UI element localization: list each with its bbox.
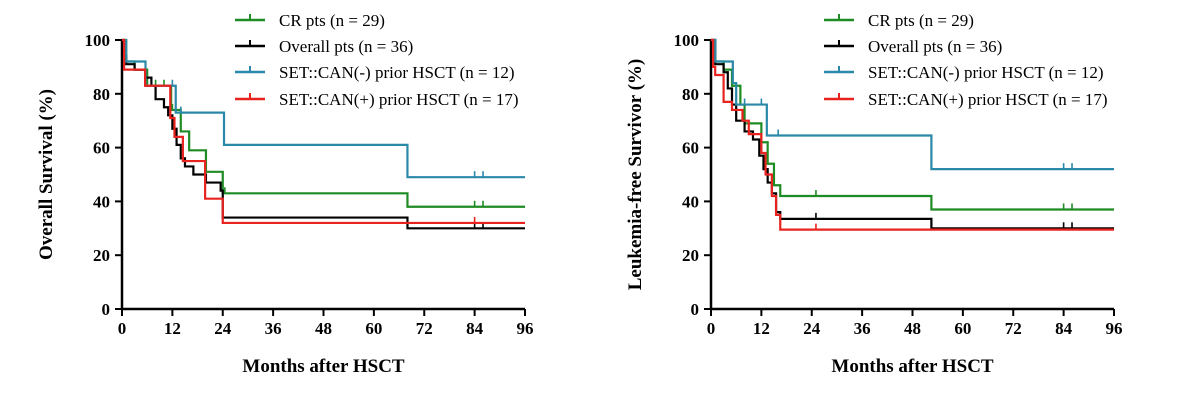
legend-label: Overall pts (n = 36) bbox=[868, 37, 1002, 56]
series-line-4 bbox=[711, 38, 1114, 231]
y-tick-label: 20 bbox=[682, 246, 699, 265]
y-tick-label: 40 bbox=[682, 192, 699, 211]
legend-label: CR pts (n = 29) bbox=[279, 11, 385, 30]
x-tick-label: 60 bbox=[954, 319, 971, 338]
y-tick-label: 0 bbox=[691, 300, 700, 319]
x-tick-label: 72 bbox=[416, 319, 433, 338]
series-line-3 bbox=[711, 38, 1114, 171]
y-tick-label: 40 bbox=[93, 192, 110, 211]
legend-label: Overall pts (n = 36) bbox=[279, 37, 413, 56]
x-axis-label: Months after HSCT bbox=[831, 356, 994, 377]
x-tick-label: 24 bbox=[803, 319, 821, 338]
y-tick-label: 60 bbox=[93, 139, 110, 158]
x-tick-label: 0 bbox=[118, 319, 127, 338]
x-tick-label: 24 bbox=[214, 319, 232, 338]
x-tick-label: 60 bbox=[365, 319, 382, 338]
y-tick-label: 100 bbox=[674, 31, 700, 50]
legend-label: SET::CAN(-) prior HSCT (n = 12) bbox=[868, 63, 1104, 82]
chart-2: 0 20 40 60 80 100 0 12 24 36 48 60 72 84 96 Months afte… bbox=[625, 11, 1123, 377]
x-tick-label: 48 bbox=[315, 319, 332, 338]
y-tick-label: 0 bbox=[102, 300, 111, 319]
x-tick-label: 36 bbox=[854, 319, 871, 338]
x-tick-label: 0 bbox=[707, 319, 716, 338]
series-line-3 bbox=[122, 38, 525, 179]
y-tick-label: 80 bbox=[93, 85, 110, 104]
legend-label: SET::CAN(+) prior HSCT (n = 17) bbox=[279, 90, 518, 109]
x-tick-label: 36 bbox=[265, 319, 282, 338]
legend-label: CR pts (n = 29) bbox=[868, 11, 974, 30]
y-tick-label: 20 bbox=[93, 246, 110, 265]
legend-label: SET::CAN(+) prior HSCT (n = 17) bbox=[868, 90, 1107, 109]
y-tick-label: 60 bbox=[682, 139, 699, 158]
x-tick-label: 96 bbox=[517, 319, 534, 338]
x-tick-label: 12 bbox=[164, 319, 181, 338]
series-line-4 bbox=[122, 38, 525, 225]
legend-label: SET::CAN(-) prior HSCT (n = 12) bbox=[279, 63, 515, 82]
y-tick-label: 100 bbox=[85, 31, 111, 50]
y-axis-label: Leukemia-free Survivor (%) bbox=[625, 59, 646, 290]
y-tick-label: 80 bbox=[682, 85, 699, 104]
x-tick-label: 84 bbox=[466, 319, 484, 338]
x-axis-label: Months after HSCT bbox=[242, 356, 405, 377]
y-axis-label: Overall Survival (%) bbox=[36, 89, 57, 260]
chart-1: 0 20 40 60 80 100 0 12 24 36 48 60 72 84 96 Months afte… bbox=[36, 11, 534, 377]
x-tick-label: 84 bbox=[1055, 319, 1073, 338]
x-tick-label: 48 bbox=[904, 319, 921, 338]
x-tick-label: 96 bbox=[1106, 319, 1123, 338]
x-tick-label: 12 bbox=[753, 319, 770, 338]
x-tick-label: 72 bbox=[1005, 319, 1022, 338]
